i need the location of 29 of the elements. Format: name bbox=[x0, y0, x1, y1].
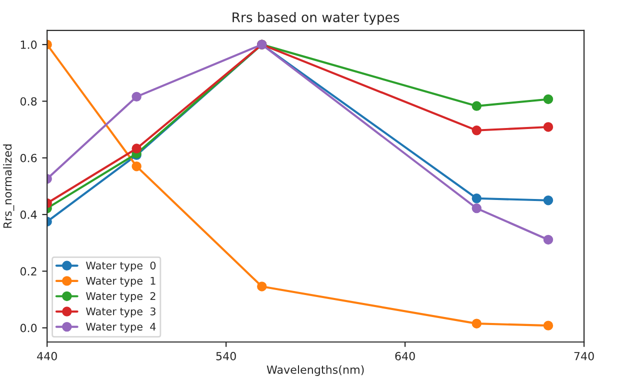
point bbox=[543, 234, 554, 245]
point bbox=[472, 203, 482, 214]
point bbox=[472, 194, 482, 204]
x-tick-label: 440 bbox=[37, 352, 57, 360]
y-tick-label: 0.0 bbox=[20, 324, 37, 332]
y-tick-label: 1.0 bbox=[20, 40, 37, 49]
legend-label: Water type 4 bbox=[86, 322, 156, 333]
y-tick-label: 0.4 bbox=[20, 210, 37, 219]
point bbox=[543, 94, 554, 104]
legend-label: Water type 3 bbox=[86, 307, 156, 318]
point bbox=[472, 126, 482, 136]
legend-label: Water type 1 bbox=[86, 276, 156, 287]
point bbox=[472, 318, 482, 328]
point bbox=[472, 101, 482, 111]
x-tick-label: 540 bbox=[216, 352, 236, 360]
y-tick-label: 0.8 bbox=[20, 97, 37, 106]
y-tick-label: 0.2 bbox=[20, 267, 36, 276]
point bbox=[257, 282, 267, 292]
point bbox=[543, 196, 554, 206]
point bbox=[543, 320, 554, 330]
point bbox=[543, 122, 554, 132]
x-tick-label: 740 bbox=[574, 352, 594, 360]
y-axis-title: Rrs_normalized bbox=[3, 144, 14, 228]
legend-label: Water type 0 bbox=[86, 262, 156, 272]
legend-label: Water type 2 bbox=[86, 292, 156, 302]
x-axis-title: Wavelengths(nm) bbox=[266, 365, 364, 376]
chart-title: Rrs based on water types bbox=[232, 12, 400, 25]
x-tick-label: 640 bbox=[395, 352, 415, 360]
y-tick-label: 0.6 bbox=[20, 154, 37, 162]
